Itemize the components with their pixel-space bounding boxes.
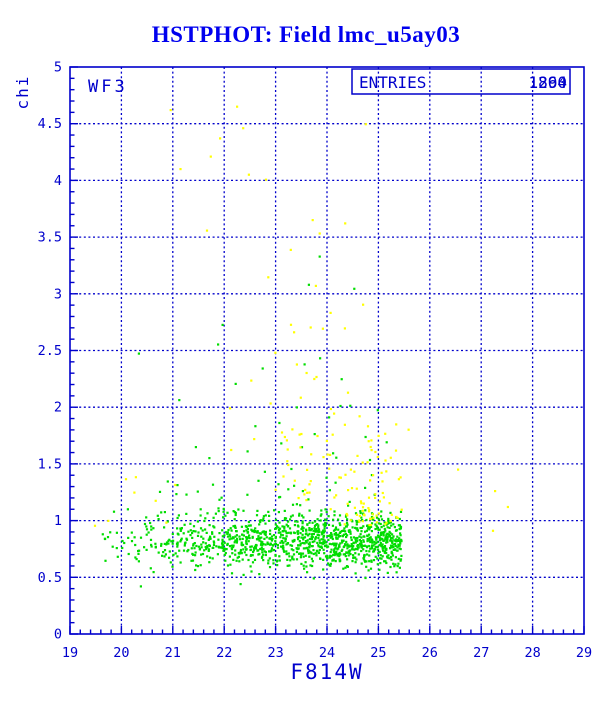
gridlines <box>70 67 584 634</box>
y-tick-label: 2 <box>54 400 62 416</box>
y-tick-label: 4 <box>54 173 62 189</box>
x-tick-label: 27 <box>473 645 489 661</box>
y-tick-label: 0 <box>54 627 62 643</box>
y-tick-label: 5 <box>54 60 62 76</box>
x-tick-label: 20 <box>113 645 129 661</box>
y-tick-label: 2.5 <box>38 343 62 359</box>
x-tick-label: 26 <box>422 645 438 661</box>
y-tick-label: 1 <box>54 513 62 529</box>
entries-value: 1290 <box>528 73 567 92</box>
series-flagged-stars <box>93 105 509 532</box>
x-tick-label: 23 <box>267 645 283 661</box>
y-tick-label: 3.5 <box>38 230 62 246</box>
page-title: HSTPHOT: Field lmc_u5ay03 <box>151 22 461 47</box>
y-tick-label: 4.5 <box>38 116 62 132</box>
x-tick-label: 29 <box>576 645 592 661</box>
x-tick-label: 19 <box>62 645 78 661</box>
entries-label: ENTRIES <box>359 73 426 92</box>
entries-box <box>351 68 571 95</box>
y-axis-label: chi <box>13 75 32 110</box>
tick-labels: 19 20 21 22 23 24 25 26 27 28 29 0 0.5 1 1.5 2 2.5 3 3.5 4 4… <box>38 60 593 662</box>
x-tick-label: 21 <box>165 645 181 661</box>
y-tick-label: 1.5 <box>38 456 62 472</box>
camera-label-wf3: WF3 <box>88 77 128 97</box>
y-tick-label: 3 <box>54 286 62 302</box>
x-tick-label: 22 <box>216 645 232 661</box>
y-tick-label: 0.5 <box>38 570 62 586</box>
axis-ticks <box>69 66 585 635</box>
x-tick-label: 24 <box>319 645 335 661</box>
entries-value: 1864 <box>528 73 567 92</box>
series-good-stars <box>101 255 403 588</box>
x-axis-label: F814W <box>290 660 363 684</box>
x-tick-label: 25 <box>370 645 386 661</box>
x-tick-label: 28 <box>524 645 540 661</box>
